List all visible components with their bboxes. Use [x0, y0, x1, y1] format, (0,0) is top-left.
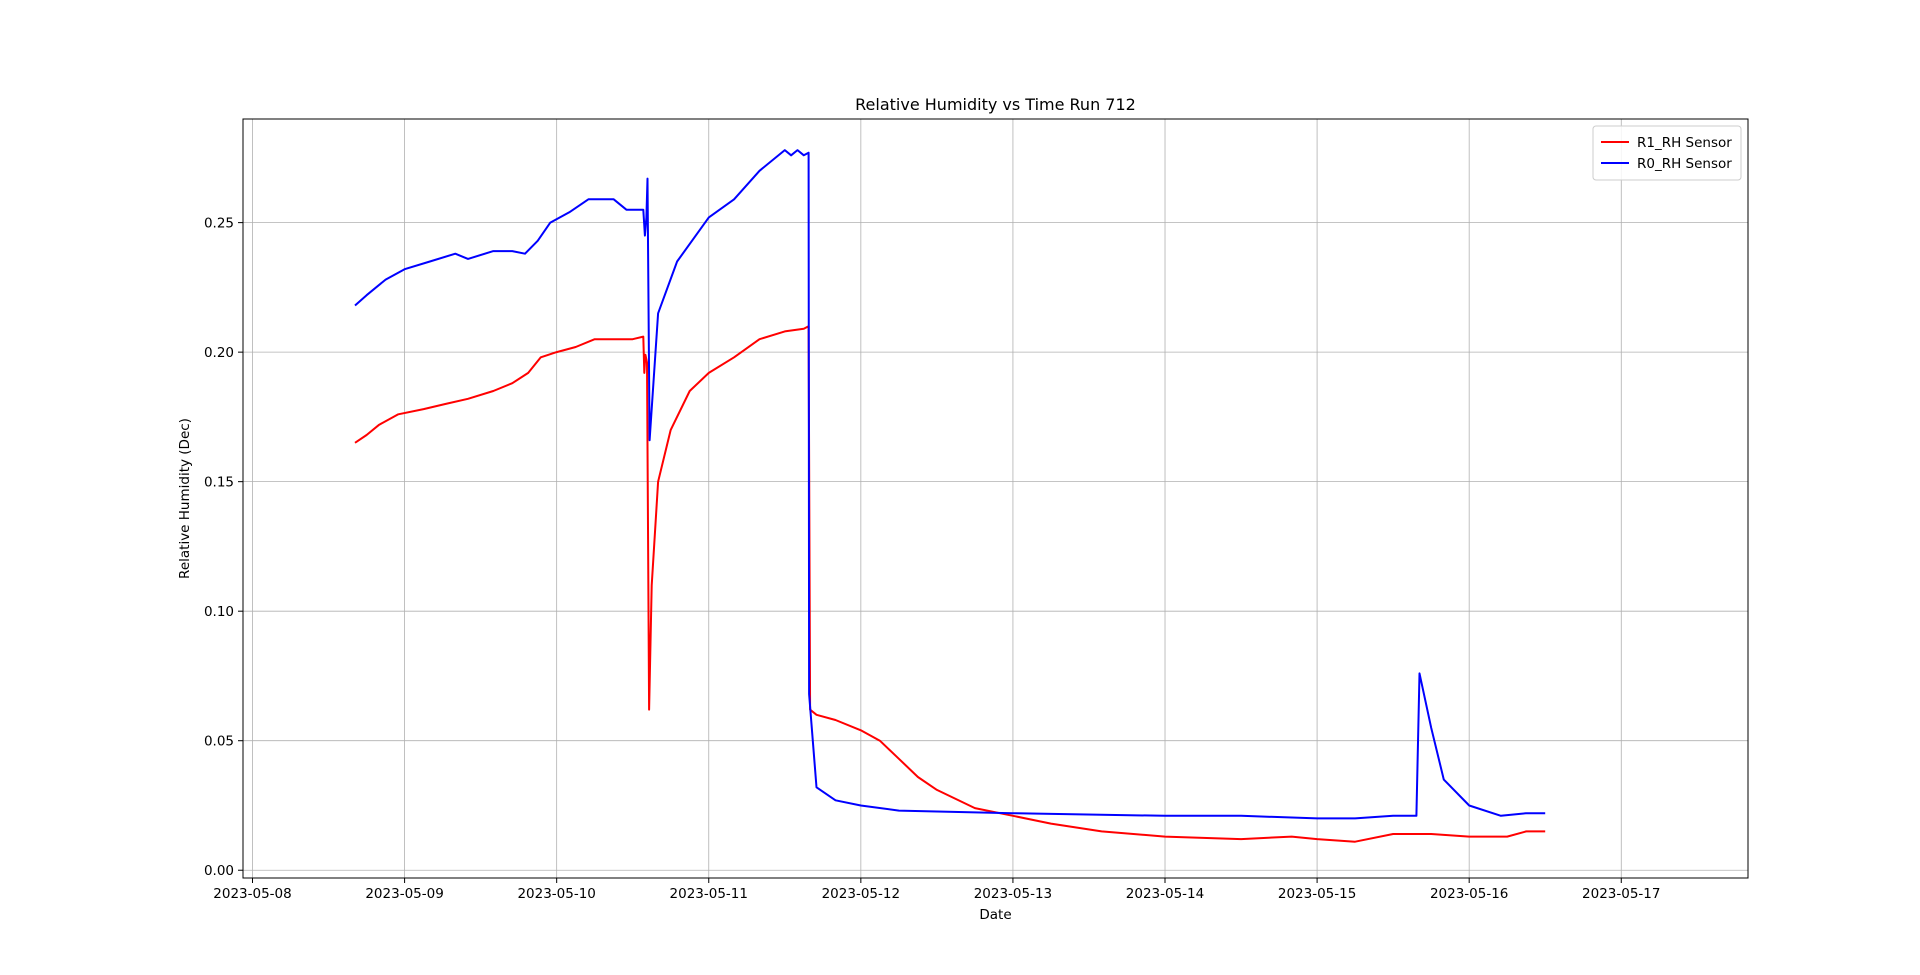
- x-tick-label: 2023-05-16: [1430, 886, 1508, 902]
- legend-label: R0_RH Sensor: [1637, 156, 1732, 172]
- y-tick-label: 0.25: [204, 216, 234, 232]
- y-tick-label: 0.00: [204, 863, 234, 879]
- legend-label: R1_RH Sensor: [1637, 135, 1732, 151]
- x-tick-label: 2023-05-09: [365, 886, 443, 902]
- series-lines: [354, 149, 1546, 843]
- x-tick-label: 2023-05-08: [213, 886, 291, 902]
- y-tick-label: 0.05: [204, 734, 234, 750]
- legend-box: [1592, 125, 1742, 181]
- x-tick-label: 2023-05-11: [670, 886, 748, 902]
- x-tick-label: 2023-05-12: [822, 886, 900, 902]
- x-axis: 2023-05-08 2023-05-09 2023-05-10 2023-05-11…: [213, 878, 1660, 902]
- y-tick-label: 0.15: [204, 475, 234, 491]
- plot-area-frame: [242, 118, 1749, 879]
- x-tick-label: 2023-05-15: [1278, 886, 1356, 902]
- x-tick-label: 2023-05-13: [974, 886, 1052, 902]
- y-axis-label: Relative Humidity (Dec): [177, 418, 193, 579]
- y-axis: 0.00 0.05 0.10 0.15 0.20 0.25: [204, 216, 243, 879]
- legend: R1_RH Sensor R0_RH Sensor: [1592, 125, 1742, 181]
- series-line-r1-rh-sensor: [354, 325, 1546, 843]
- x-axis-label: Date: [979, 907, 1011, 923]
- x-tick-label: 2023-05-14: [1126, 886, 1204, 902]
- y-tick-label: 0.10: [204, 604, 234, 620]
- series-line-r0-rh-sensor: [354, 149, 1546, 820]
- chart-title: Relative Humidity vs Time Run 712: [855, 95, 1136, 114]
- grid-lines: [243, 119, 1748, 878]
- x-tick-label: 2023-05-17: [1582, 886, 1660, 902]
- x-tick-label: 2023-05-10: [517, 886, 595, 902]
- y-tick-label: 0.20: [204, 345, 234, 361]
